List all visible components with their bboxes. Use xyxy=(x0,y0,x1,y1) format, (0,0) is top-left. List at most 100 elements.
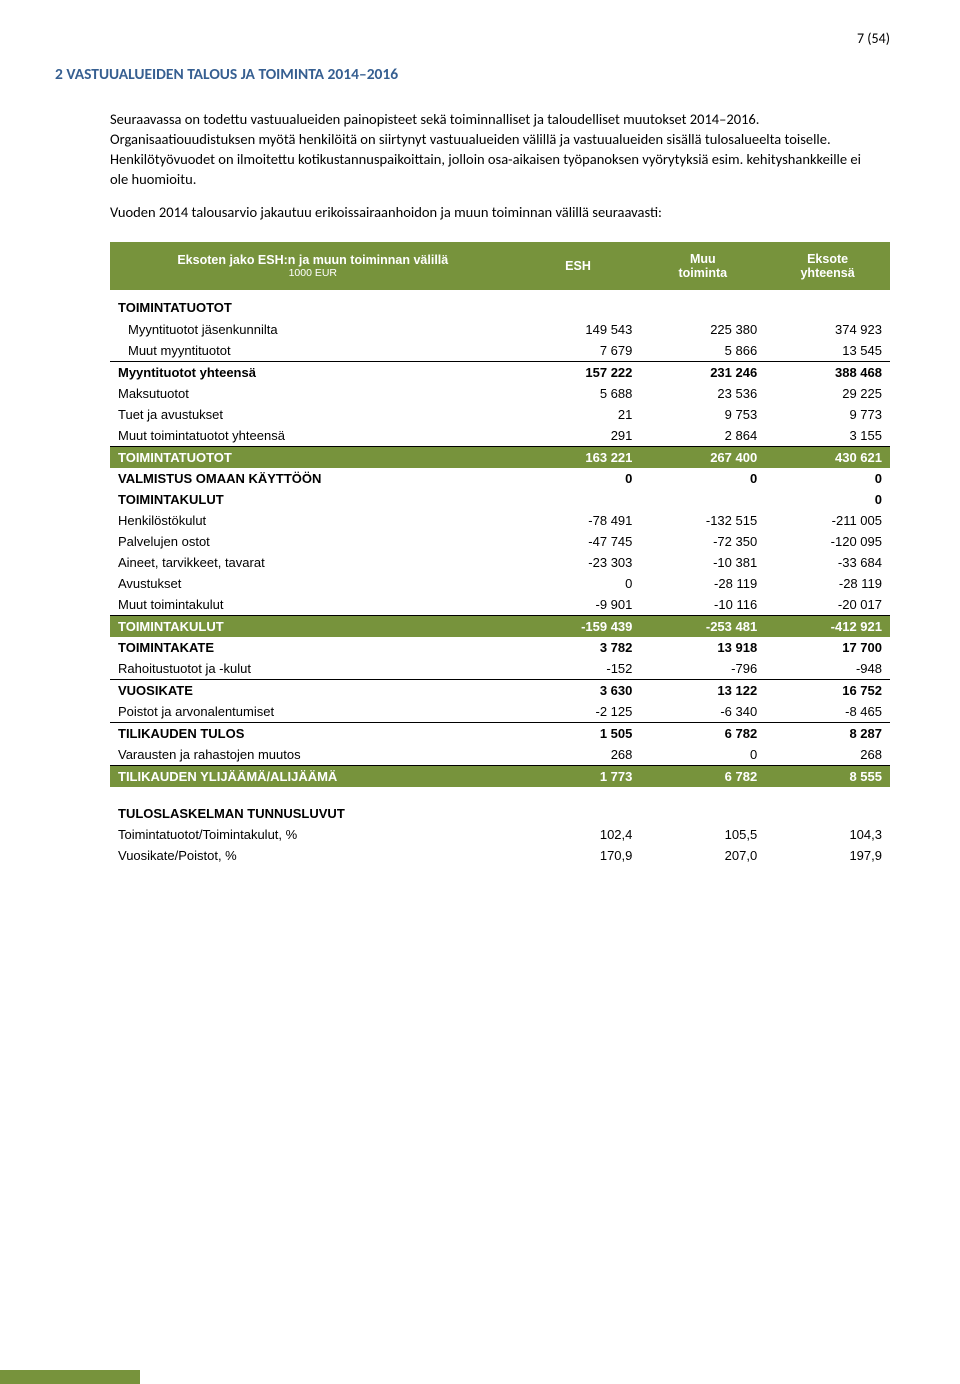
row-value: 0 xyxy=(640,744,765,766)
header-title: Eksoten jako ESH:n ja muun toiminnan väl… xyxy=(110,242,516,290)
row-value: 268 xyxy=(765,744,890,766)
row-label: Muut toimintakulut xyxy=(110,594,516,616)
row-value: 0 xyxy=(640,468,765,489)
row-value: -28 119 xyxy=(640,573,765,594)
row-value: 231 246 xyxy=(640,362,765,384)
row-value: -10 381 xyxy=(640,552,765,573)
row-value: 5 866 xyxy=(640,340,765,362)
row-label: Toimintatuotot/Toimintakulut, % xyxy=(110,824,516,845)
header-unit: 1000 EUR xyxy=(118,267,508,279)
table-row: Muut toimintakulut-9 901-10 116-20 017 xyxy=(110,594,890,616)
row-value: 13 918 xyxy=(640,637,765,658)
row-value: 1 773 xyxy=(516,766,641,788)
row-value: 267 400 xyxy=(640,447,765,469)
row-value: 8 287 xyxy=(765,723,890,745)
row-value: -72 350 xyxy=(640,531,765,552)
row-value: 0 xyxy=(516,468,641,489)
row-label: Aineet, tarvikkeet, tavarat xyxy=(110,552,516,573)
header-eksote-l1: Eksote xyxy=(773,252,882,266)
table-row: Avustukset0-28 119-28 119 xyxy=(110,573,890,594)
paragraph-1: Seuraavassa on todettu vastuualueiden pa… xyxy=(110,109,880,189)
row-label: Myyntituotot jäsenkunnilta xyxy=(110,319,516,340)
row-value: 3 782 xyxy=(516,637,641,658)
row-value: 149 543 xyxy=(516,319,641,340)
row-value: 13 122 xyxy=(640,680,765,702)
row-label: Vuosikate/Poistot, % xyxy=(110,845,516,866)
row-value: -211 005 xyxy=(765,510,890,531)
row-value xyxy=(640,803,765,824)
row-value: 388 468 xyxy=(765,362,890,384)
row-label: VALMISTUS OMAAN KÄYTTÖÖN xyxy=(110,468,516,489)
row-label: Avustukset xyxy=(110,573,516,594)
table-row: TOIMINTATUOTOT xyxy=(110,290,890,319)
row-value: -120 095 xyxy=(765,531,890,552)
row-value: -28 119 xyxy=(765,573,890,594)
row-value: 5 688 xyxy=(516,383,641,404)
financial-table: Eksoten jako ESH:n ja muun toiminnan väl… xyxy=(110,242,890,866)
row-value: -20 017 xyxy=(765,594,890,616)
table-row: Myyntituotot jäsenkunnilta149 543225 380… xyxy=(110,319,890,340)
table-row: Myyntituotot yhteensä157 222231 246388 4… xyxy=(110,362,890,384)
table-row: Palvelujen ostot-47 745-72 350-120 095 xyxy=(110,531,890,552)
row-value: 430 621 xyxy=(765,447,890,469)
row-value: 102,4 xyxy=(516,824,641,845)
row-value: -412 921 xyxy=(765,616,890,638)
row-value: 23 536 xyxy=(640,383,765,404)
table-row: TOIMINTAKATE3 78213 91817 700 xyxy=(110,637,890,658)
paragraph-2: Vuoden 2014 talousarvio jakautuu erikois… xyxy=(110,202,880,222)
row-value: 13 545 xyxy=(765,340,890,362)
table-header-row: Eksoten jako ESH:n ja muun toiminnan väl… xyxy=(110,242,890,290)
table-row: Muut myyntituotot7 6795 86613 545 xyxy=(110,340,890,362)
table-row: TULOSLASKELMAN TUNNUSLUVUT xyxy=(110,803,890,824)
row-value: 9 753 xyxy=(640,404,765,425)
table-row: Poistot ja arvonalentumiset-2 125-6 340-… xyxy=(110,701,890,723)
header-eksote: Eksote yhteensä xyxy=(765,242,890,290)
row-value: 1 505 xyxy=(516,723,641,745)
row-value: 6 782 xyxy=(640,723,765,745)
row-label: TOIMINTATUOTOT xyxy=(110,447,516,469)
row-value: 374 923 xyxy=(765,319,890,340)
row-value: 207,0 xyxy=(640,845,765,866)
row-value: -9 901 xyxy=(516,594,641,616)
table-row: Rahoitustuotot ja -kulut-152-796-948 xyxy=(110,658,890,680)
header-muu-l2: toiminta xyxy=(648,266,757,280)
row-label: TOIMINTATUOTOT xyxy=(110,290,516,319)
row-value: -78 491 xyxy=(516,510,641,531)
row-value: 163 221 xyxy=(516,447,641,469)
row-value: 9 773 xyxy=(765,404,890,425)
row-value: 197,9 xyxy=(765,845,890,866)
row-value: -6 340 xyxy=(640,701,765,723)
header-muu-l1: Muu xyxy=(648,252,757,266)
table-row: TOIMINTAKULUT0 xyxy=(110,489,890,510)
row-label: Maksutuotot xyxy=(110,383,516,404)
row-value: -796 xyxy=(640,658,765,680)
row-value: 225 380 xyxy=(640,319,765,340)
row-value: 268 xyxy=(516,744,641,766)
row-label: Rahoitustuotot ja -kulut xyxy=(110,658,516,680)
row-value: -23 303 xyxy=(516,552,641,573)
table-row: Henkilöstökulut-78 491-132 515-211 005 xyxy=(110,510,890,531)
row-value: 157 222 xyxy=(516,362,641,384)
row-value: 29 225 xyxy=(765,383,890,404)
table-row: Tuet ja avustukset219 7539 773 xyxy=(110,404,890,425)
row-label: Muut toimintatuotot yhteensä xyxy=(110,425,516,447)
table-row: Toimintatuotot/Toimintakulut, %102,4105,… xyxy=(110,824,890,845)
table-row: VUOSIKATE3 63013 12216 752 xyxy=(110,680,890,702)
row-value: 291 xyxy=(516,425,641,447)
row-value: -47 745 xyxy=(516,531,641,552)
row-label: Varausten ja rahastojen muutos xyxy=(110,744,516,766)
row-value xyxy=(640,290,765,319)
row-value: 17 700 xyxy=(765,637,890,658)
row-value: -8 465 xyxy=(765,701,890,723)
row-label: TOIMINTAKULUT xyxy=(110,489,516,510)
table-row: TILIKAUDEN TULOS1 5056 7828 287 xyxy=(110,723,890,745)
row-value xyxy=(516,489,641,510)
header-eksote-l2: yhteensä xyxy=(773,266,882,280)
row-value: -253 481 xyxy=(640,616,765,638)
row-value: 0 xyxy=(516,573,641,594)
row-label: VUOSIKATE xyxy=(110,680,516,702)
row-value: 105,5 xyxy=(640,824,765,845)
row-label: Tuet ja avustukset xyxy=(110,404,516,425)
row-value: -159 439 xyxy=(516,616,641,638)
header-esh: ESH xyxy=(516,242,641,290)
